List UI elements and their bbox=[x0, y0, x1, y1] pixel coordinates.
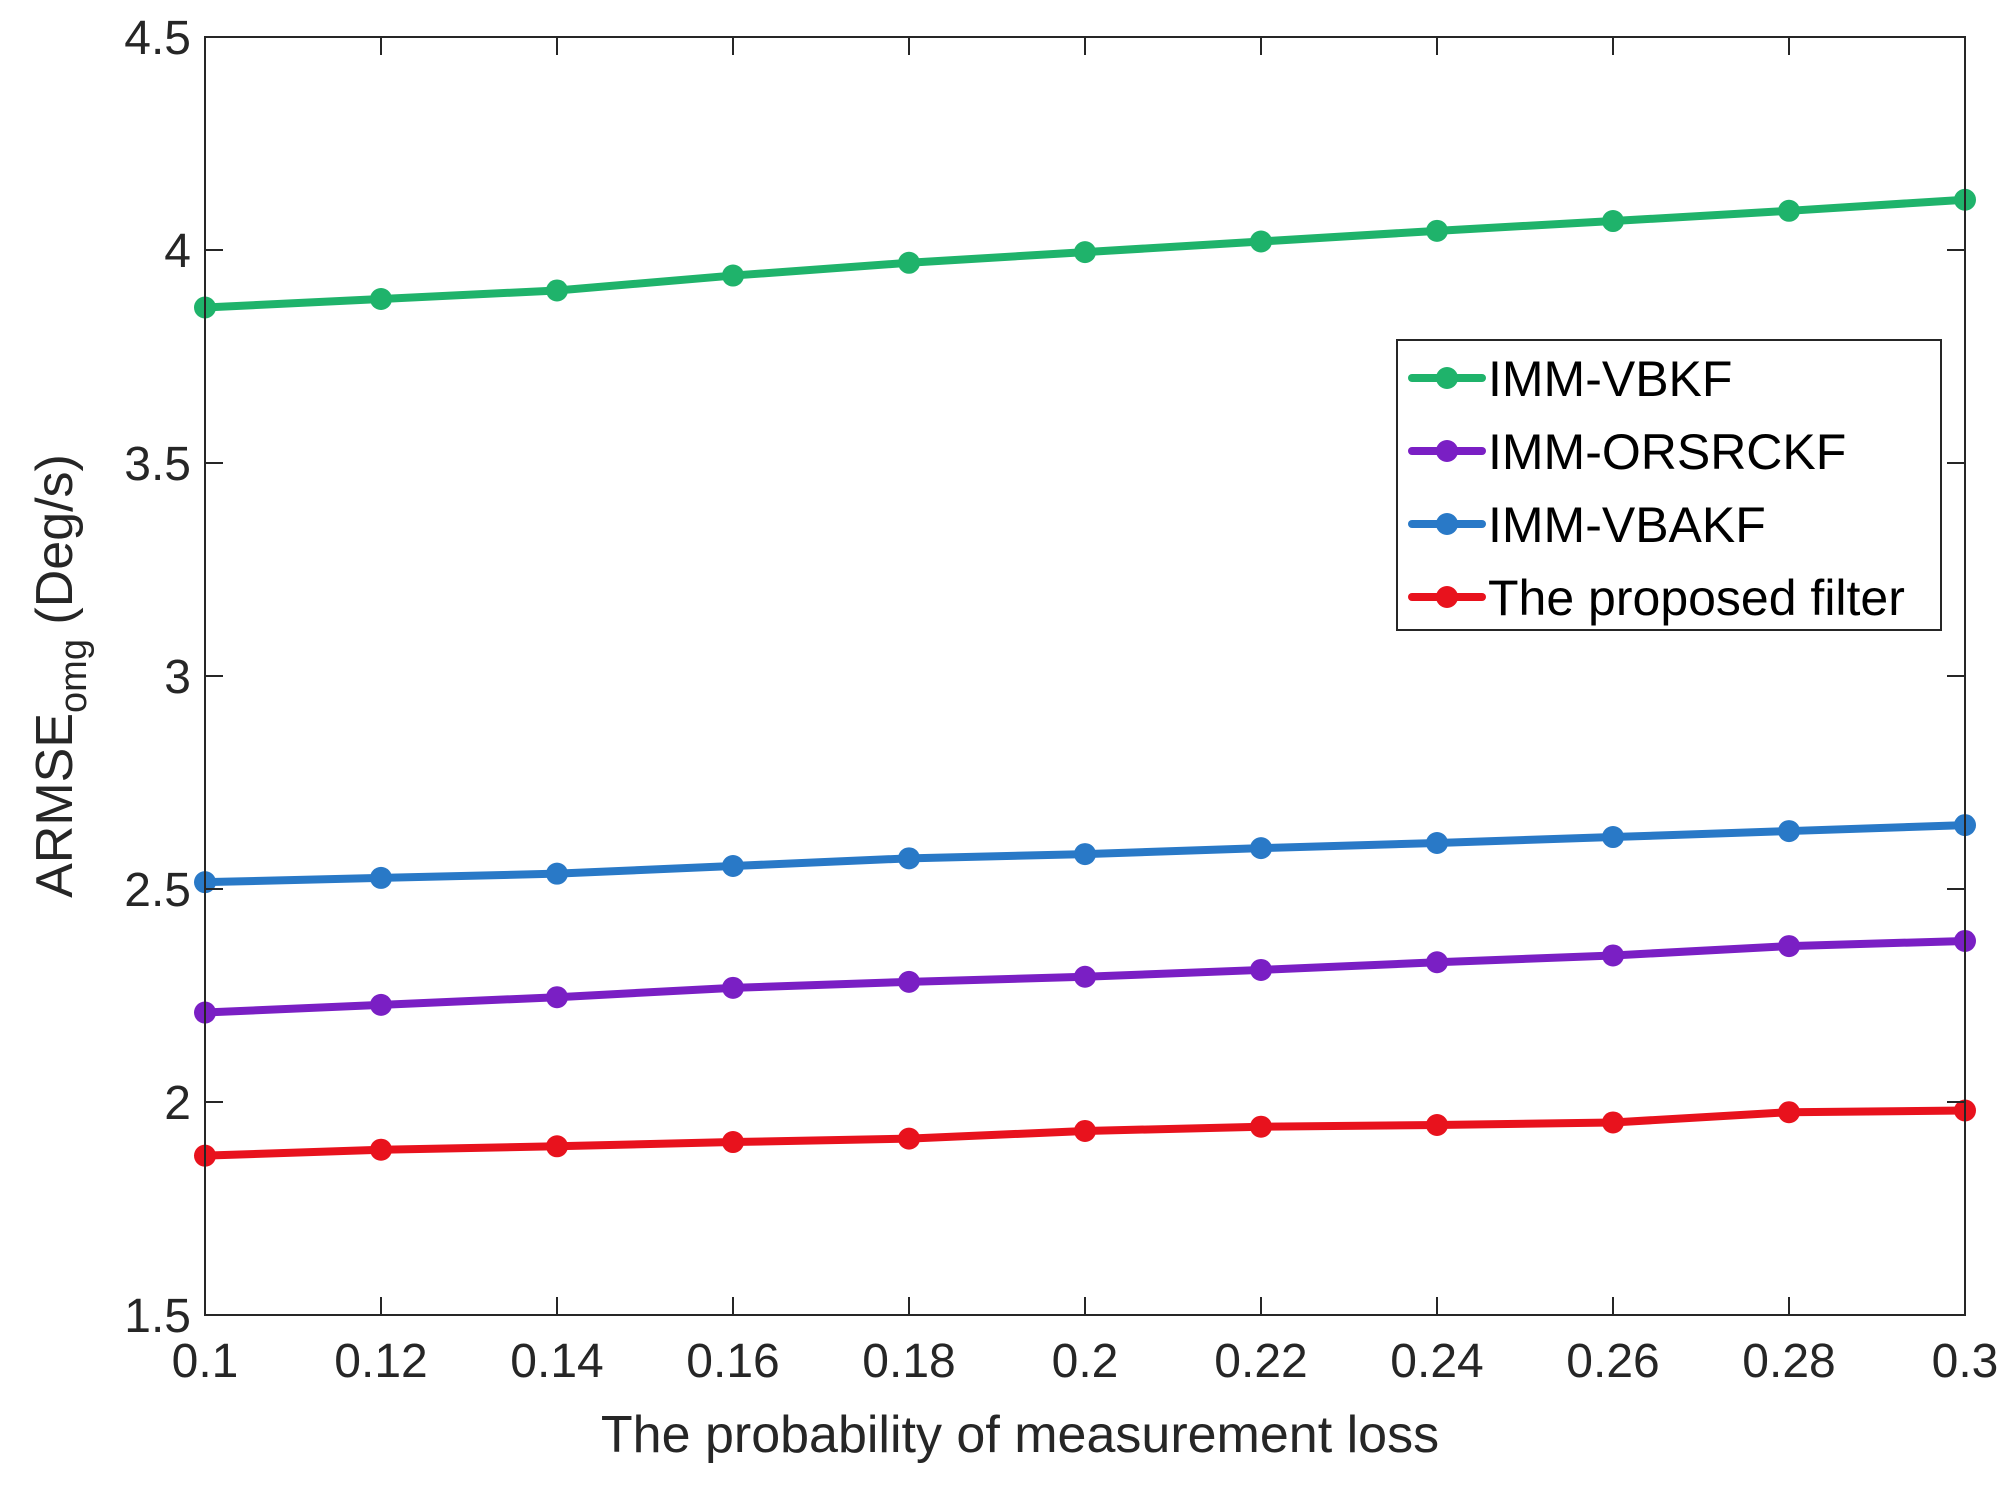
data-point bbox=[1074, 241, 1096, 264]
y-axis-title-subscript: omg bbox=[53, 639, 95, 713]
data-point bbox=[1074, 843, 1096, 866]
data-point bbox=[722, 854, 744, 877]
y-tick-label: 2.5 bbox=[124, 864, 191, 917]
data-point bbox=[1250, 1115, 1272, 1138]
y-axis-title-unit: (Deg/s) bbox=[26, 454, 84, 639]
y-tick-label: 1.5 bbox=[124, 1290, 191, 1343]
y-tick-label: 3 bbox=[164, 651, 191, 704]
data-point bbox=[1602, 210, 1624, 233]
data-point bbox=[1602, 1111, 1624, 1134]
legend-marker bbox=[1436, 513, 1458, 535]
x-axis: 0.1 0.12 0.14 0.16 0.18 0.2 0.22 0.24 0.26 0.28 0.… bbox=[172, 37, 1999, 1388]
legend-marker bbox=[1436, 440, 1458, 462]
y-axis: 1.5 2 2.5 3 3.5 4 4.5 bbox=[124, 12, 1965, 1343]
data-point bbox=[1074, 1119, 1096, 1142]
data-point bbox=[722, 264, 744, 287]
data-point bbox=[1778, 820, 1800, 843]
data-point bbox=[898, 251, 920, 274]
x-tick-label: 0.3 bbox=[1932, 1335, 1999, 1388]
legend-box bbox=[1396, 339, 1942, 631]
x-tick-label: 0.24 bbox=[1390, 1335, 1483, 1388]
legend-marker bbox=[1436, 586, 1458, 608]
legend-label: The proposed filter bbox=[1488, 570, 1905, 626]
data-point bbox=[898, 847, 920, 870]
x-tick-label: 0.14 bbox=[510, 1335, 603, 1388]
data-point bbox=[1426, 219, 1448, 242]
data-point bbox=[370, 1138, 392, 1161]
y-tick-label: 4 bbox=[164, 225, 191, 278]
data-point bbox=[546, 1135, 568, 1158]
data-point bbox=[1426, 831, 1448, 854]
legend-marker bbox=[1436, 367, 1458, 389]
y-tick-label: 2 bbox=[164, 1077, 191, 1130]
data-point bbox=[1250, 958, 1272, 981]
y-tick-label: 3.5 bbox=[124, 438, 191, 491]
series-layer bbox=[194, 188, 1976, 1167]
x-tick-label: 0.18 bbox=[862, 1335, 955, 1388]
data-point bbox=[370, 866, 392, 889]
data-point bbox=[1250, 837, 1272, 860]
data-point bbox=[1778, 199, 1800, 222]
x-tick-label: 0.26 bbox=[1566, 1335, 1659, 1388]
y-tick-label: 4.5 bbox=[124, 12, 191, 65]
data-point bbox=[722, 1131, 744, 1154]
data-point bbox=[1602, 944, 1624, 967]
data-point bbox=[546, 279, 568, 302]
data-point bbox=[1778, 935, 1800, 958]
x-tick-label: 0.12 bbox=[334, 1335, 427, 1388]
data-point bbox=[546, 862, 568, 885]
x-axis-title: The probability of measurement loss bbox=[601, 1406, 1439, 1464]
data-point bbox=[370, 993, 392, 1016]
x-tick-label: 0.22 bbox=[1214, 1335, 1307, 1388]
legend-label: IMM-VBAKF bbox=[1488, 497, 1766, 553]
y-axis-title: ARMSEomg (Deg/s) bbox=[26, 454, 95, 898]
x-tick-label: 0.1 bbox=[172, 1335, 239, 1388]
data-point bbox=[1602, 826, 1624, 849]
x-tick-label: 0.28 bbox=[1742, 1335, 1835, 1388]
data-point bbox=[370, 287, 392, 310]
y-axis-title-main: ARMSE bbox=[26, 713, 84, 898]
legend-label: IMM-VBKF bbox=[1488, 351, 1732, 407]
legend-label: IMM-ORSRCKF bbox=[1488, 424, 1846, 480]
data-point bbox=[898, 1127, 920, 1150]
data-point bbox=[898, 970, 920, 993]
data-point bbox=[1074, 965, 1096, 988]
data-point bbox=[722, 976, 744, 999]
data-point bbox=[1426, 1114, 1448, 1137]
data-point bbox=[1250, 230, 1272, 253]
x-tick-label: 0.16 bbox=[686, 1335, 779, 1388]
x-tick-label: 0.2 bbox=[1052, 1335, 1119, 1388]
legend: IMM-VBKF IMM-ORSRCKF IMM-VBAKF The proposed… bbox=[1396, 339, 1942, 631]
data-point bbox=[546, 986, 568, 1009]
data-point bbox=[1778, 1101, 1800, 1124]
data-point bbox=[1426, 951, 1448, 974]
